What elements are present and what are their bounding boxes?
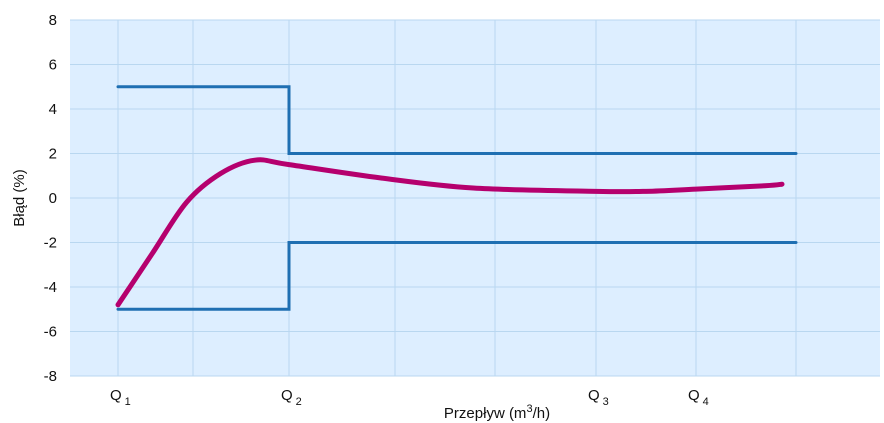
y-tick-labels: 8 6 4 2 0 -2 -4 -6 -8: [44, 12, 57, 385]
error-curve-line: [115, 157, 785, 308]
y-tick-label: -4: [44, 279, 57, 296]
y-tick-label: 4: [49, 101, 57, 118]
y-tick-label: -6: [44, 324, 57, 341]
y-tick-label: 6: [49, 57, 57, 74]
y-tick-label: 8: [49, 12, 57, 29]
y-axis-title: Błąd (%): [11, 169, 28, 227]
y-tick-label: -2: [44, 235, 57, 252]
upper-limit-line: [116, 85, 798, 155]
x-axis-title: Przepływ (m3/h): [444, 403, 550, 422]
y-tick-label: 0: [49, 190, 57, 207]
y-tick-label: 2: [49, 146, 57, 163]
y-tick-label: -8: [44, 368, 57, 385]
series-lines: [115, 85, 798, 311]
lower-limit-line: [116, 241, 798, 311]
